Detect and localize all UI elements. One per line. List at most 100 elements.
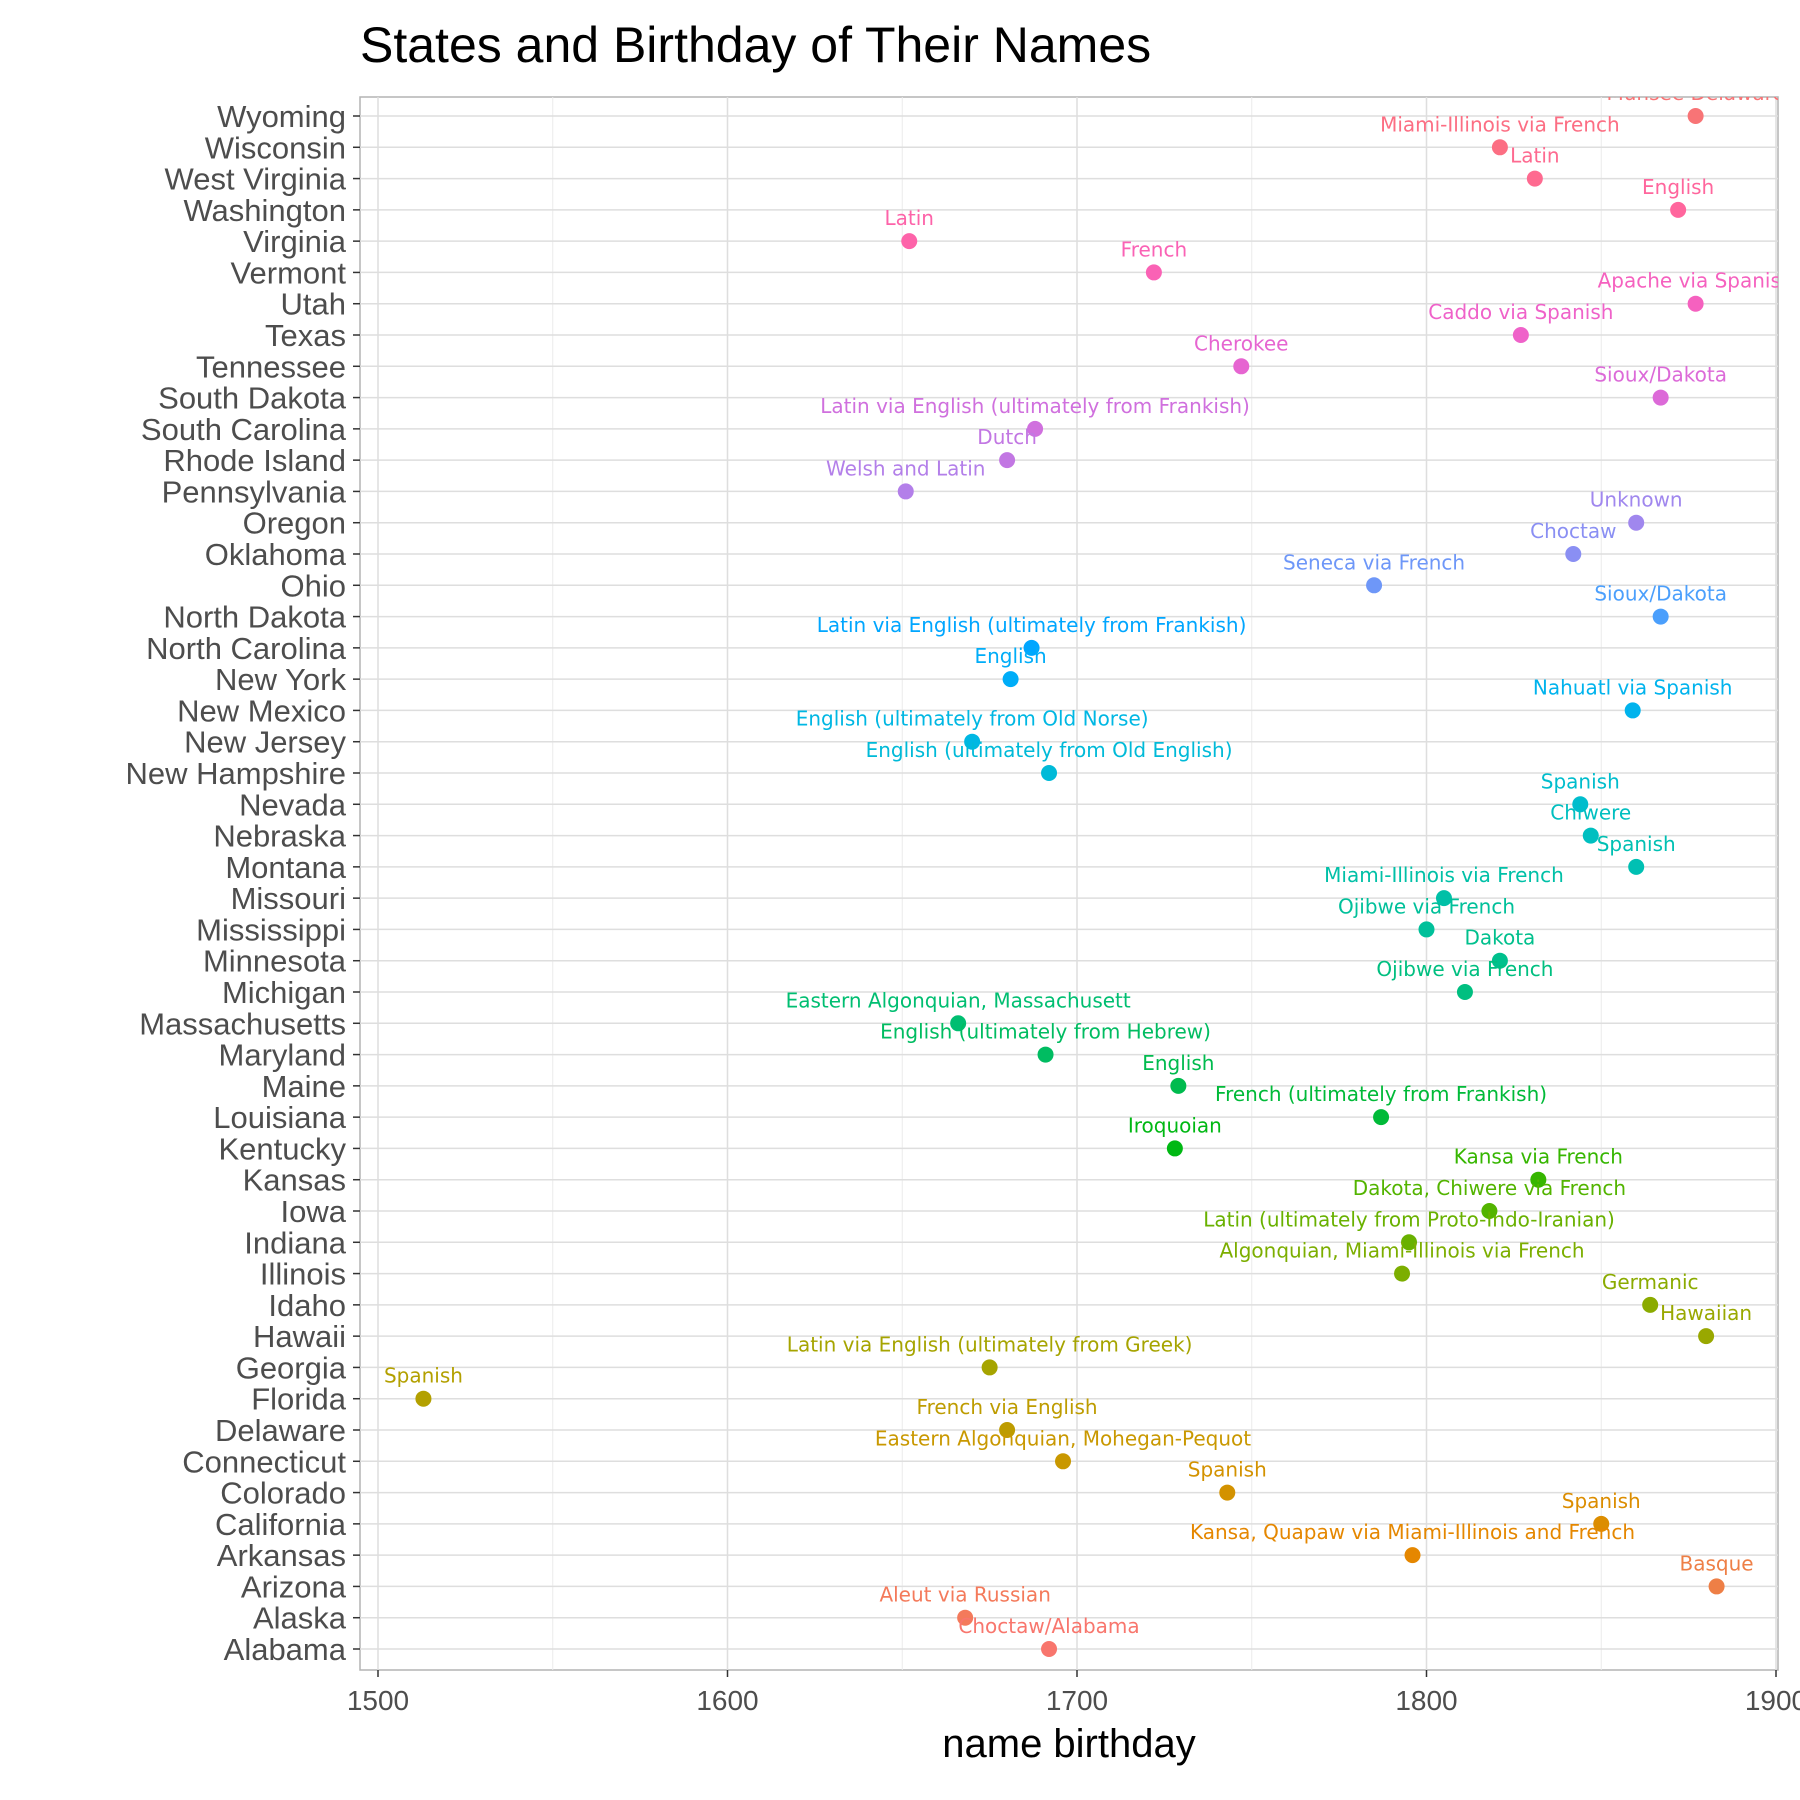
data-point	[999, 1422, 1016, 1438]
data-label: Latin via English (ultimately from Frank…	[817, 613, 1247, 637]
data-point	[1435, 890, 1452, 907]
y-tick-label: Hawaii	[253, 1319, 346, 1354]
minor-gridlines	[552, 97, 1602, 1670]
data-label: Eastern Algonquian, Massachusett	[786, 988, 1131, 1012]
data-label: Ojibwe via French	[1338, 894, 1515, 918]
y-tick-label: New Mexico	[177, 693, 346, 728]
data-label: Munsee Delaware	[1607, 81, 1785, 105]
y-tick-label: Connecticut	[182, 1444, 346, 1479]
y-tick-label: Wyoming	[217, 99, 346, 134]
data-point	[415, 1390, 432, 1407]
data-label: Aleut via Russian	[879, 1583, 1050, 1607]
data-label: Latin via English (ultimately from Frank…	[820, 394, 1250, 418]
data-point	[1166, 1140, 1183, 1157]
y-axis: AlabamaAlaskaArizonaArkansasCaliforniaCo…	[125, 99, 360, 1667]
data-label: Basque	[1680, 1551, 1754, 1575]
y-tick-label: South Carolina	[141, 412, 347, 447]
y-tick-label: Minnesota	[203, 944, 347, 979]
data-point	[1401, 1234, 1418, 1251]
data-label: Choctaw/Alabama	[958, 1614, 1139, 1638]
data-point	[1145, 264, 1162, 281]
data-point	[1687, 108, 1704, 124]
y-tick-label: Idaho	[268, 1288, 346, 1323]
data-label: Sioux/Dakota	[1594, 582, 1727, 606]
data-point	[981, 1359, 998, 1376]
data-point	[957, 1609, 974, 1626]
data-point	[1593, 1515, 1610, 1532]
y-tick-label: Tennessee	[196, 349, 346, 384]
data-point	[1572, 796, 1589, 813]
y-tick-label: Missouri	[231, 881, 346, 916]
data-point	[1394, 1265, 1411, 1282]
data-point	[1687, 295, 1704, 312]
y-tick-label: California	[215, 1507, 347, 1542]
data-label: Unknown	[1590, 488, 1683, 512]
data-label: Latin	[884, 206, 933, 230]
data-point	[1582, 827, 1599, 844]
data-point	[897, 483, 914, 500]
data-label: Latin	[1510, 144, 1559, 168]
chart-title: States and Birthday of Their Names	[360, 17, 1151, 73]
data-label: Nahuatl via Spanish	[1533, 675, 1733, 699]
y-tick-label: Massachusetts	[139, 1006, 346, 1041]
data-point	[1698, 1328, 1715, 1345]
data-point	[1624, 702, 1641, 719]
data-point	[1055, 1453, 1072, 1470]
y-tick-label: Pennsylvania	[162, 474, 347, 509]
data-label: Miami-Illinois via French	[1324, 863, 1564, 887]
y-tick-label: Ohio	[281, 568, 346, 603]
data-point	[1456, 984, 1473, 1000]
y-tick-label: Maine	[262, 1069, 346, 1104]
y-tick-label: Georgia	[236, 1350, 347, 1385]
plot-panel	[359, 96, 1779, 1671]
y-tick-label: Michigan	[222, 975, 346, 1010]
y-tick-label: Nevada	[239, 787, 347, 822]
x-tick-label: 1600	[696, 1685, 758, 1716]
x-axis: 1500 1600 1700 1800 1900	[347, 1670, 1800, 1716]
data-point	[1373, 1109, 1390, 1126]
y-tick-label: Colorado	[220, 1476, 346, 1511]
data-point	[1041, 1641, 1058, 1657]
y-tick-label: Indiana	[244, 1225, 346, 1260]
y-tick-label: Oregon	[243, 506, 346, 541]
data-label: Chiwere	[1550, 801, 1631, 825]
data-point	[1565, 546, 1582, 562]
y-tick-label: Washington	[183, 193, 346, 228]
data-label: English (ultimately from Hebrew)	[880, 1020, 1211, 1044]
data-point	[1652, 389, 1669, 406]
data-point	[999, 452, 1016, 469]
data-label: Kansa via French	[1454, 1145, 1623, 1169]
data-point	[1526, 170, 1543, 187]
data-label: Spanish	[384, 1364, 463, 1388]
major-gridlines	[360, 97, 1778, 1670]
x-axis-title: name birthday	[942, 1722, 1195, 1766]
y-tick-label: Texas	[265, 318, 346, 353]
data-label: Iroquoian	[1128, 1113, 1222, 1137]
data-point	[1170, 1077, 1187, 1094]
y-tick-label: North Dakota	[163, 600, 346, 635]
data-label: Ojibwe via French	[1376, 957, 1553, 981]
data-label: Spanish	[1562, 1489, 1641, 1513]
x-tick-label: 1500	[347, 1685, 409, 1716]
data-label: English (ultimately from Old Norse)	[796, 707, 1149, 731]
y-tick-label: Delaware	[215, 1413, 346, 1448]
y-tick-label: New York	[215, 662, 346, 697]
data-label: Dakota	[1464, 926, 1535, 950]
y-tick-label: New Hampshire	[125, 756, 346, 791]
data-point	[1642, 1296, 1659, 1313]
data-label: Miami-Illinois via French	[1380, 112, 1620, 136]
y-tick-label: New Jersey	[184, 725, 346, 760]
data-point	[1530, 1171, 1547, 1188]
y-tick-label: Arizona	[241, 1569, 347, 1604]
data-point	[950, 1015, 967, 1032]
x-tick-label: 1900	[1745, 1685, 1800, 1716]
data-label: English	[974, 644, 1046, 668]
data-point	[901, 233, 918, 250]
data-point	[1023, 639, 1040, 656]
data-label: Kansa, Quapaw via Miami-Illinois and Fre…	[1190, 1520, 1635, 1544]
y-tick-label: South Dakota	[158, 381, 347, 416]
y-tick-label: Wisconsin	[205, 130, 346, 165]
point-labels: Choctaw/Alabama Aleut via Russian Basque Ka…	[384, 81, 1785, 1638]
data-label: Caddo via Spanish	[1428, 300, 1613, 324]
